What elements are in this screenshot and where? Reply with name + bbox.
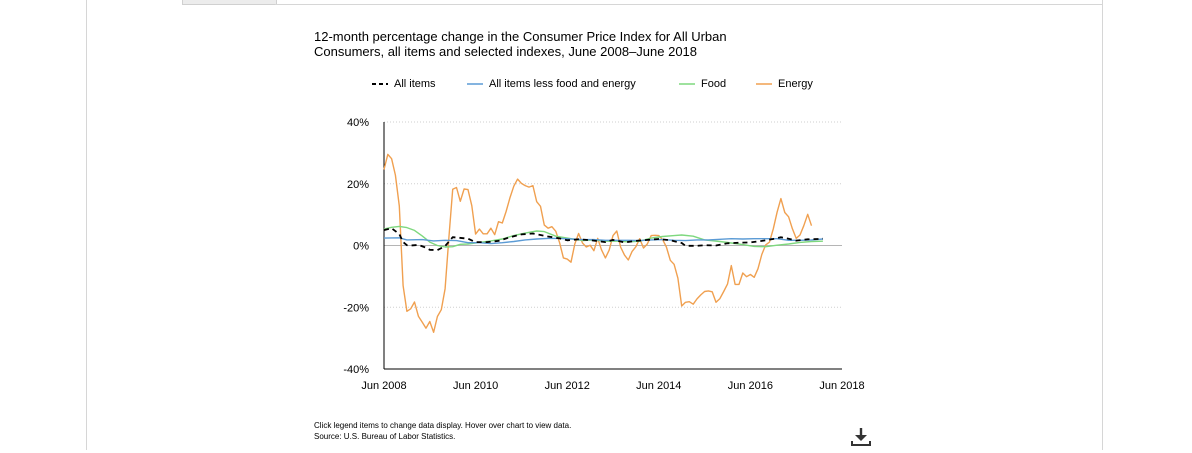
legend-item-core[interactable]: All items less food and energy	[467, 76, 636, 92]
legend-label-food: Food	[701, 78, 727, 90]
chart-title-line-1: 12-month percentage change in the Consum…	[314, 29, 727, 44]
x-axis-tick-labels: Jun 2008 Jun 2010 Jun 2012 Jun 2014 Jun 2016…	[361, 380, 864, 392]
legend-swatch-energy	[756, 83, 772, 85]
legend-item-all-items[interactable]: All items	[372, 76, 436, 92]
download-icon-glyph	[851, 428, 871, 446]
axes	[383, 122, 842, 370]
chart-footnote: Click legend items to change data displa…	[314, 420, 571, 442]
x-tick-label-4: Jun 2014	[636, 380, 681, 392]
top-border	[275, 4, 1102, 5]
y-tick-label-2: 20%	[347, 179, 369, 191]
grid-lines	[384, 121, 842, 308]
top-tab[interactable]	[182, 0, 277, 5]
cpi-line-chart[interactable]: 40% 20% 0% -20% -40% Jun 2008 Jun 2010 Jun 201…	[0, 0, 1192, 410]
x-tick-label-6: Jun 2018	[819, 380, 864, 392]
x-tick-label-2: Jun 2010	[453, 380, 498, 392]
y-tick-label-1: 40%	[347, 117, 369, 129]
chart-title-line-2: Consumers, all items and selected indexe…	[314, 44, 698, 59]
y-tick-label-3: 0%	[353, 241, 369, 253]
download-icon[interactable]	[850, 426, 872, 448]
x-tick-label-1: Jun 2008	[361, 380, 406, 392]
chart-legend: All items All items less food and energy…	[0, 76, 1192, 92]
series-line-all-items[interactable]	[383, 227, 823, 251]
series-line-food[interactable]	[383, 225, 823, 248]
legend-label-core: All items less food and energy	[489, 78, 636, 90]
x-tick-label-5: Jun 2016	[728, 380, 773, 392]
y-axis-tick-labels: 40% 20% 0% -20% -40%	[343, 117, 369, 376]
legend-item-food[interactable]: Food	[679, 76, 726, 92]
legend-label-all-items: All items	[394, 78, 436, 90]
page-right-border	[1102, 0, 1103, 450]
series-lines[interactable]	[383, 153, 823, 333]
x-tick-label-3: Jun 2012	[545, 380, 590, 392]
legend-swatch-core	[467, 83, 483, 85]
footnote-source: Source: U.S. Bureau of Labor Statistics.	[314, 432, 456, 441]
y-tick-label-4: -20%	[343, 302, 369, 314]
y-tick-label-5: -40%	[343, 364, 369, 376]
legend-swatch-all-items	[372, 83, 388, 85]
series-line-energy[interactable]	[383, 153, 813, 333]
series-line-all-items-less-food-and-energy[interactable]	[383, 237, 823, 245]
legend-label-energy: Energy	[778, 78, 813, 90]
footnote-instructions: Click legend items to change data displa…	[314, 421, 572, 430]
page-left-border	[86, 0, 87, 450]
chart-title: 12-month percentage change in the Consum…	[314, 29, 794, 59]
legend-swatch-food	[679, 83, 695, 85]
legend-item-energy[interactable]: Energy	[756, 76, 813, 92]
